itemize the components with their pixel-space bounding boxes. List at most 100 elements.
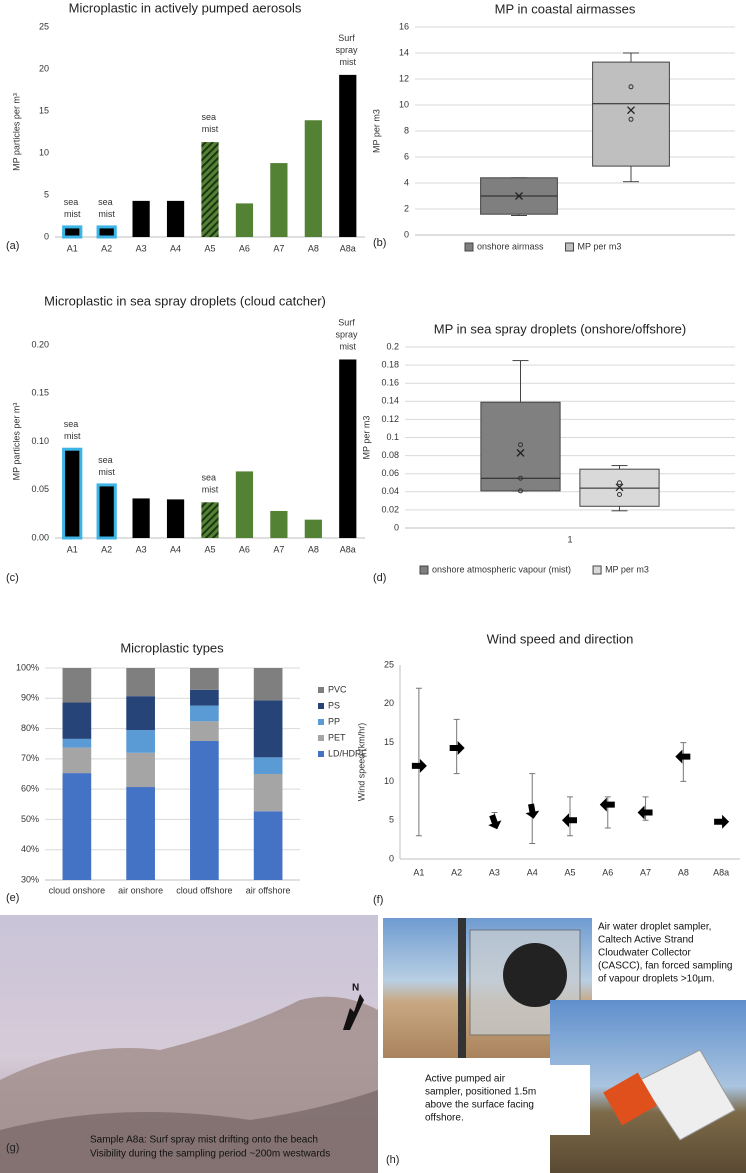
x-tick-label: A6 <box>602 867 613 877</box>
bar-segment <box>253 757 283 774</box>
error-bar <box>567 796 573 837</box>
y-tick-label: 0.04 <box>381 486 399 496</box>
bar-segment <box>62 738 92 748</box>
wind-arrow <box>562 813 577 828</box>
y-tick-label: 5 <box>389 815 394 825</box>
bars <box>62 668 283 880</box>
chart-title: MP in sea spray droplets (onshore/offsho… <box>434 321 686 336</box>
x-tick-label: air onshore <box>118 885 163 895</box>
y-tick-label: 10 <box>399 99 409 109</box>
chart-title: Wind speed and direction <box>487 631 634 646</box>
photo-h: Air water droplet sampler, Caltech Activ… <box>383 918 746 1173</box>
y-tick-label: 20 <box>39 63 49 73</box>
photo-caption: above the surface facing <box>425 1100 534 1111</box>
mean-marker <box>615 483 624 492</box>
chart-title: Microplastic in sea spray droplets (clou… <box>44 293 326 308</box>
bar <box>132 498 150 538</box>
x-tick-label: 1 <box>567 534 572 544</box>
wind-arrow <box>411 758 427 773</box>
chart-title: Microplastic in actively pumped aerosols <box>69 0 302 15</box>
y-tick-label: 70% <box>21 753 39 763</box>
legend-label: PVC <box>328 684 347 694</box>
bar-segment <box>190 689 219 706</box>
legend-swatch <box>565 242 575 252</box>
bar <box>166 200 185 237</box>
bar-segment <box>126 730 155 753</box>
y-tick-label: 4 <box>404 177 409 187</box>
error-bar <box>680 742 687 782</box>
x-tick-label: A8a <box>713 867 729 877</box>
y-tick-label: 15 <box>384 737 394 747</box>
y-tick-label: 0.2 <box>386 341 399 351</box>
y-tick-label: 15 <box>39 105 49 115</box>
y-tick-label: 16 <box>399 21 409 31</box>
photo-caption: sampler, positioned 1.5m <box>425 1087 536 1098</box>
point <box>617 480 622 486</box>
x-tick-label: air offshore <box>246 885 291 895</box>
point <box>518 488 523 494</box>
bar-segment <box>253 811 283 880</box>
y-tick-label: 0.12 <box>381 414 399 424</box>
bar <box>304 120 322 237</box>
legend-label: PP <box>328 716 340 726</box>
y-tick-label: 40% <box>21 844 39 854</box>
y-tick-label: 30% <box>21 874 39 884</box>
mean-marker <box>627 106 635 115</box>
x-tick-label: A2 <box>101 243 112 253</box>
error-bar <box>415 687 422 837</box>
point <box>628 116 634 122</box>
x-tick-label: A7 <box>273 243 284 253</box>
mean-marker <box>516 448 525 457</box>
y-tick-label: 50% <box>21 814 39 824</box>
y-tick-label: 0.00 <box>31 532 49 542</box>
bar-segment <box>190 740 219 880</box>
x-tick-label: A8a <box>340 243 356 253</box>
y-tick-label: 0.14 <box>381 396 399 406</box>
photo-caption: Cloudwater Collector <box>598 948 691 959</box>
y-tick-label: 0.05 <box>31 484 49 494</box>
legend-swatch <box>318 703 324 709</box>
error-bar <box>642 796 649 821</box>
x-tick-label: A3 <box>136 544 147 554</box>
chart-title: MP in coastal airmasses <box>495 1 636 16</box>
y-tick-label: 100% <box>16 662 39 672</box>
y-tick-label: 8 <box>404 125 409 135</box>
panel-label: (c) <box>6 572 19 584</box>
x-tick-label: A3 <box>489 867 500 877</box>
y-tick-label: 0 <box>44 231 49 241</box>
bar-segment <box>62 773 92 880</box>
y-axis-label: MP particles per m³ <box>11 403 21 481</box>
x-tick-label: A4 <box>170 243 181 253</box>
legend-label: LD/HDPE <box>328 748 367 758</box>
x-tick-label: A2 <box>451 867 462 877</box>
legend-swatch <box>318 719 324 725</box>
y-tick-label: 12 <box>399 73 409 83</box>
photo-caption: offshore. <box>425 1113 464 1124</box>
bar <box>270 510 288 538</box>
bar-segment <box>126 696 155 731</box>
bar <box>62 225 83 239</box>
bar <box>166 499 185 538</box>
annotation: Surf spray mist <box>336 33 361 67</box>
legend-label: onshore atmospheric vapour (mist) <box>432 564 571 574</box>
bar <box>96 225 117 239</box>
wind-arrow <box>637 805 653 820</box>
y-tick-label: 2 <box>404 203 409 213</box>
y-tick-label: 0.10 <box>31 436 49 446</box>
bar <box>132 200 150 237</box>
x-tick-label: A1 <box>413 867 424 877</box>
panel-label: (d) <box>373 572 386 584</box>
legend-swatch <box>318 751 324 757</box>
legend-label: PET <box>328 732 346 742</box>
bar-segment <box>253 774 283 812</box>
bar-segment <box>190 705 219 722</box>
north-label: N <box>352 983 359 994</box>
photo-g: N Sample A8a: Surf spray mist drifting o… <box>0 915 378 1173</box>
y-tick-label: 10 <box>39 147 49 157</box>
y-axis-label: Wind speed (km/hr) <box>356 723 366 802</box>
bar <box>235 203 254 237</box>
mean-marker <box>515 192 523 200</box>
photo-caption: of vapour droplets >10µm. <box>598 974 715 985</box>
y-tick-label: 0 <box>394 522 399 532</box>
